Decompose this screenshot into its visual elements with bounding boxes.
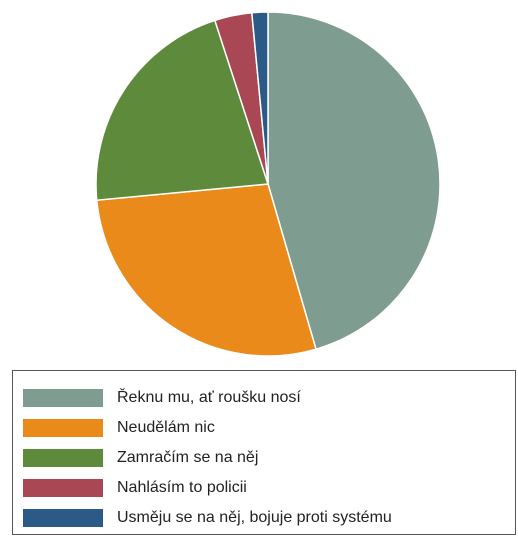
legend-label: Neudělám nic [117,419,215,436]
legend-item: Zamračím se na něj [23,447,258,469]
pie-slice [95,183,317,357]
legend-item: Řeknu mu, ať roušku nosí [23,387,301,409]
legend-item: Usměju se na něj, bojuje proti systému [23,507,392,529]
legend-label: Nahlásím to policii [117,479,247,496]
legend-label: Řeknu mu, ať roušku nosí [117,389,301,406]
pie-plot [95,11,441,357]
pie-slice [267,11,441,351]
legend-swatch [23,509,103,527]
legend-swatch [23,419,103,437]
legend-item: Nahlásím to policii [23,477,247,499]
legend-swatch [23,449,103,467]
legend-item: Neudělám nic [23,417,215,439]
legend-swatch [23,479,103,497]
legend-swatch [23,389,103,407]
legend-label: Usměju se na něj, bojuje proti systému [117,509,392,526]
legend: Řeknu mu, ať roušku nosí Neudělám nic Za… [12,370,516,535]
legend-label: Zamračím se na něj [117,449,259,466]
pie-slice [95,19,270,202]
pie-slice [250,11,269,185]
